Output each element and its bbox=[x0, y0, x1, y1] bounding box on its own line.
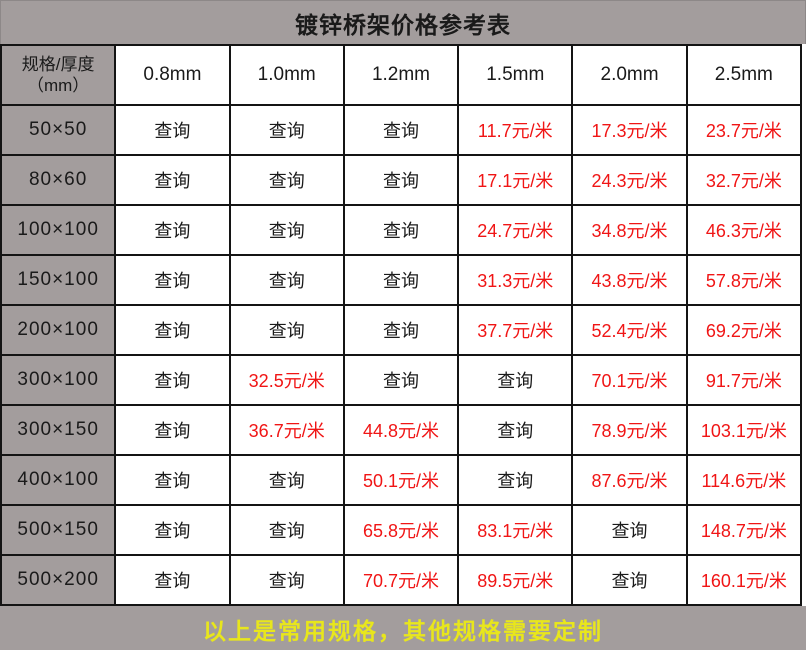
query-cell: 查询 bbox=[571, 504, 688, 556]
spec-cell: 500×150 bbox=[0, 504, 117, 556]
price-cell: 50.1元/米 bbox=[342, 454, 460, 506]
query-cell: 查询 bbox=[114, 354, 231, 406]
table-body: 50×50 查询 查询 查询 11.7元/米 17.3元/米 23.7元/米 80×60 查询查… bbox=[0, 104, 803, 606]
price-table-wrapper: 规格/厚度 （mm） 0.8mm 1.0mm 1.2mm 1.5mm 2.0mm 2.5m… bbox=[0, 44, 806, 606]
query-cell: 查询 bbox=[114, 554, 231, 606]
thickness-header-1.5mm: 1.5mm bbox=[457, 44, 574, 106]
query-cell: 查询 bbox=[457, 404, 574, 456]
query-cell: 查询 bbox=[228, 254, 345, 306]
table-row-200×100: 200×100 查询 查询 查询 37.7元/米 52.4元/米 69.2元/米 bbox=[0, 304, 803, 356]
price-cell: 24.7元/米 bbox=[457, 204, 574, 256]
price-cell: 52.4元/米 bbox=[571, 304, 688, 356]
price-cell: 34.8元/米 bbox=[571, 204, 688, 256]
header-row: 规格/厚度 （mm） 0.8mm 1.0mm 1.2mm 1.5mm 2.0mm 2.5m… bbox=[0, 44, 803, 106]
price-cell: 23.7元/米 bbox=[685, 104, 803, 156]
page-title: 镀锌桥架价格参考表 bbox=[0, 0, 806, 44]
spec-cell: 300×100 bbox=[0, 354, 117, 406]
table-row-100×100: 100×100 查询 查询 查询 24.7元/米 34.8元/米 46.3元/米 bbox=[0, 204, 803, 256]
price-cell: 36.7元/米 bbox=[228, 404, 345, 456]
price-cell: 46.3元/米 bbox=[685, 204, 803, 256]
thickness-header-1.0mm: 1.0mm bbox=[228, 44, 345, 106]
spec-cell: 200×100 bbox=[0, 304, 117, 356]
query-cell: 查询 bbox=[228, 554, 345, 606]
query-cell: 查询 bbox=[457, 354, 574, 406]
table-row-400×100: 400×100 查询 查询 50.1元/米 查询 87.6元/米 114.6元/米 bbox=[0, 454, 803, 506]
price-table: 规格/厚度 （mm） 0.8mm 1.0mm 1.2mm 1.5mm 2.0mm 2.5m… bbox=[0, 44, 803, 606]
corner-header-line1: 规格/厚度 bbox=[21, 54, 95, 74]
price-cell: 160.1元/米 bbox=[685, 554, 803, 606]
price-cell: 24.3元/米 bbox=[571, 154, 688, 206]
query-cell: 查询 bbox=[571, 554, 688, 606]
spec-cell: 400×100 bbox=[0, 454, 117, 506]
query-cell: 查询 bbox=[114, 404, 231, 456]
table-row-50×50: 50×50 查询 查询 查询 11.7元/米 17.3元/米 23.7元/米 bbox=[0, 104, 803, 156]
price-cell: 70.1元/米 bbox=[571, 354, 688, 406]
corner-header-line2: （mm） bbox=[26, 76, 90, 95]
price-cell: 44.8元/米 bbox=[342, 404, 460, 456]
spec-cell: 100×100 bbox=[0, 204, 117, 256]
query-cell: 查询 bbox=[457, 454, 574, 506]
price-cell: 87.6元/米 bbox=[571, 454, 688, 506]
query-cell: 查询 bbox=[342, 254, 460, 306]
thickness-header-1.2mm: 1.2mm bbox=[342, 44, 460, 106]
thickness-header-2.5mm: 2.5mm bbox=[685, 44, 803, 106]
spec-cell: 80×60 bbox=[0, 154, 117, 206]
table-row-500×200: 500×200 查询 查询 70.7元/米 89.5元/米 查询 160.1元/米 bbox=[0, 554, 803, 606]
price-cell: 65.8元/米 bbox=[342, 504, 460, 556]
spec-cell: 300×150 bbox=[0, 404, 117, 456]
query-cell: 查询 bbox=[228, 304, 345, 356]
price-cell: 32.5元/米 bbox=[228, 354, 345, 406]
table-row-150×100: 150×100 查询 查询 查询 31.3元/米 43.8元/米 57.8元/米 bbox=[0, 254, 803, 306]
query-cell: 查询 bbox=[342, 204, 460, 256]
spec-cell: 500×200 bbox=[0, 554, 117, 606]
price-cell: 83.1元/米 bbox=[457, 504, 574, 556]
query-cell: 查询 bbox=[228, 454, 345, 506]
price-cell: 11.7元/米 bbox=[457, 104, 574, 156]
query-cell: 查询 bbox=[228, 204, 345, 256]
price-cell: 17.3元/米 bbox=[571, 104, 688, 156]
price-cell: 17.1元/米 bbox=[457, 154, 574, 206]
price-cell: 32.7元/米 bbox=[685, 154, 803, 206]
query-cell: 查询 bbox=[114, 104, 231, 156]
query-cell: 查询 bbox=[342, 154, 460, 206]
price-cell: 103.1元/米 bbox=[685, 404, 803, 456]
table-row-80×60: 80×60 查询 查询 查询 17.1元/米 24.3元/米 32.7元/米 bbox=[0, 154, 803, 206]
price-cell: 57.8元/米 bbox=[685, 254, 803, 306]
query-cell: 查询 bbox=[114, 304, 231, 356]
price-cell: 114.6元/米 bbox=[685, 454, 803, 506]
table-row-300×100: 300×100 查询 32.5元/米 查询 查询 70.1元/米 91.7元/米 bbox=[0, 354, 803, 406]
query-cell: 查询 bbox=[342, 104, 460, 156]
query-cell: 查询 bbox=[114, 504, 231, 556]
price-cell: 78.9元/米 bbox=[571, 404, 688, 456]
thickness-header-2.0mm: 2.0mm bbox=[571, 44, 688, 106]
price-cell: 89.5元/米 bbox=[457, 554, 574, 606]
spec-cell: 50×50 bbox=[0, 104, 117, 156]
query-cell: 查询 bbox=[114, 204, 231, 256]
corner-header: 规格/厚度 （mm） bbox=[0, 44, 117, 106]
query-cell: 查询 bbox=[114, 254, 231, 306]
price-cell: 69.2元/米 bbox=[685, 304, 803, 356]
query-cell: 查询 bbox=[342, 304, 460, 356]
table-row-300×150: 300×150 查询 36.7元/米 44.8元/米 查询 78.9元/米 103.1元/米 bbox=[0, 404, 803, 456]
query-cell: 查询 bbox=[228, 504, 345, 556]
query-cell: 查询 bbox=[114, 454, 231, 506]
price-cell: 70.7元/米 bbox=[342, 554, 460, 606]
footer-note: 以上是常用规格，其他规格需要定制 bbox=[0, 606, 806, 650]
query-cell: 查询 bbox=[228, 154, 345, 206]
query-cell: 查询 bbox=[114, 154, 231, 206]
price-cell: 37.7元/米 bbox=[457, 304, 574, 356]
thickness-header-0.8mm: 0.8mm bbox=[114, 44, 231, 106]
query-cell: 查询 bbox=[228, 104, 345, 156]
query-cell: 查询 bbox=[342, 354, 460, 406]
table-row-500×150: 500×150 查询 查询 65.8元/米 83.1元/米 查询 148.7元/米 bbox=[0, 504, 803, 556]
table-header: 规格/厚度 （mm） 0.8mm 1.0mm 1.2mm 1.5mm 2.0mm 2.5m… bbox=[0, 44, 803, 106]
price-cell: 31.3元/米 bbox=[457, 254, 574, 306]
spec-cell: 150×100 bbox=[0, 254, 117, 306]
price-cell: 43.8元/米 bbox=[571, 254, 688, 306]
price-cell: 91.7元/米 bbox=[685, 354, 803, 406]
price-cell: 148.7元/米 bbox=[685, 504, 803, 556]
